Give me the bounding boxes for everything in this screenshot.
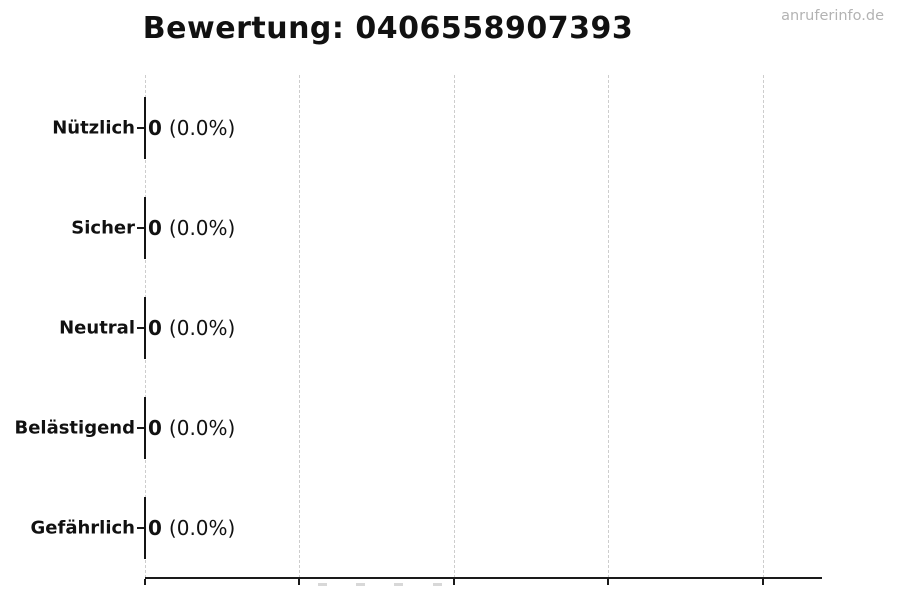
x-tick [453, 579, 455, 585]
category-label: Belästigend [14, 417, 135, 439]
gridline [763, 75, 764, 578]
x-tick [607, 579, 609, 585]
value-label: 0 (0.0%) [148, 116, 235, 140]
value-count: 0 [148, 516, 162, 540]
value-percent: (0.0%) [168, 316, 236, 340]
value-count: 0 [148, 316, 162, 340]
value-count: 0 [148, 216, 162, 240]
value-percent: (0.0%) [168, 116, 236, 140]
chart-title: Bewertung: 0406558907393 [142, 11, 634, 46]
value-percent: (0.0%) [168, 216, 236, 240]
zero-value-bar [144, 297, 146, 359]
value-count: 0 [148, 116, 162, 140]
value-label: 0 (0.0%) [148, 216, 235, 240]
y-tick [137, 227, 144, 229]
gridline [608, 75, 609, 578]
gridline [454, 75, 455, 578]
value-percent: (0.0%) [168, 416, 236, 440]
category-label: Neutral [59, 317, 135, 339]
value-count: 0 [148, 416, 162, 440]
plot-area: Nützlich 0 (0.0%) Sicher 0 (0.0%) Neutral … [14, 75, 822, 586]
y-tick [137, 527, 144, 529]
value-label: 0 (0.0%) [148, 416, 235, 440]
value-label: 0 (0.0%) [148, 316, 235, 340]
value-label: 0 (0.0%) [148, 516, 235, 540]
y-tick [137, 327, 144, 329]
clipped-tick-label-remnant [394, 583, 403, 586]
clipped-tick-label-remnant [318, 583, 327, 586]
category-label: Gefährlich [30, 517, 135, 539]
zero-value-bar [144, 197, 146, 259]
category-label: Nützlich [52, 117, 135, 139]
x-tick [144, 579, 146, 585]
y-tick [137, 127, 144, 129]
zero-value-bar [144, 97, 146, 159]
y-tick [137, 427, 144, 429]
gridline [299, 75, 300, 578]
category-label: Sicher [71, 217, 135, 239]
clipped-tick-label-remnant [356, 583, 365, 586]
x-tick [298, 579, 300, 585]
zero-value-bar [144, 497, 146, 559]
x-tick [762, 579, 764, 585]
watermark-text: anruferinfo.de [781, 8, 884, 24]
x-axis-line [145, 577, 822, 579]
clipped-tick-label-remnant [433, 583, 442, 586]
value-percent: (0.0%) [168, 516, 236, 540]
zero-value-bar [144, 397, 146, 459]
